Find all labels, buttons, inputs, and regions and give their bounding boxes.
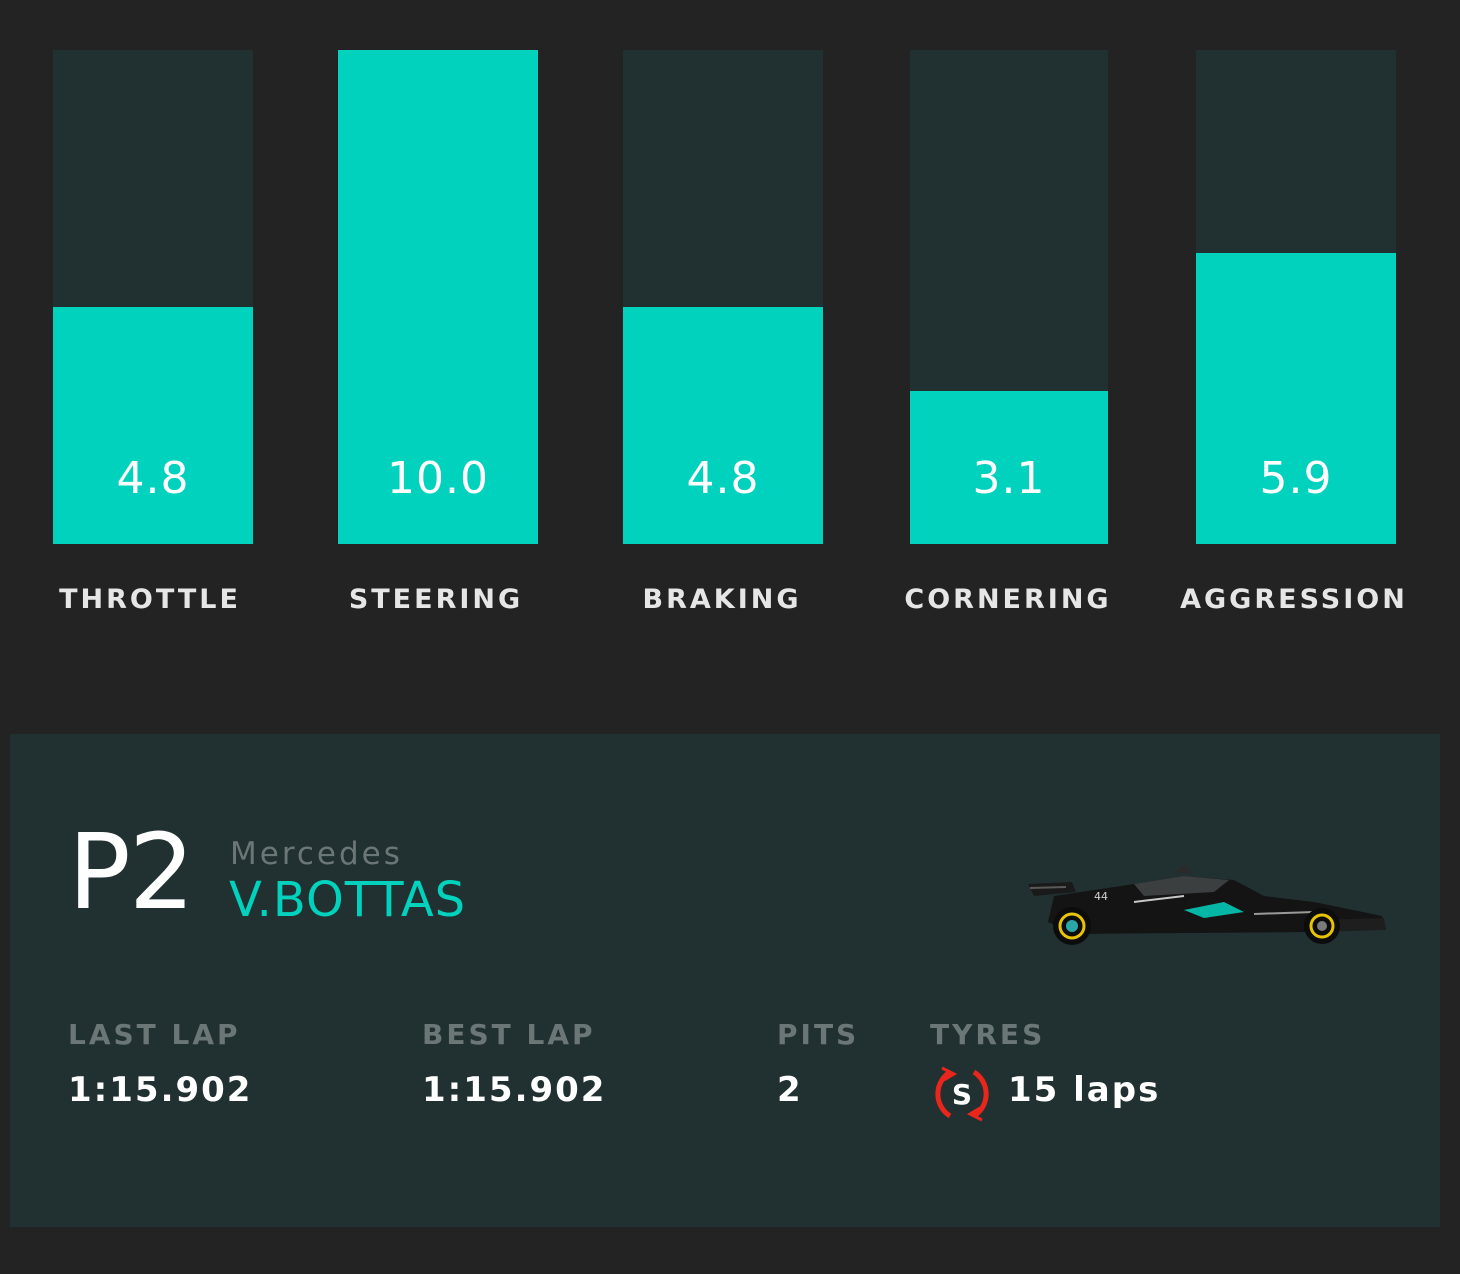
bar-cornering: 3.1 — [910, 50, 1108, 544]
bar-braking: 4.8 — [623, 50, 823, 544]
bar-fill-braking — [623, 307, 823, 544]
driver-style-bar-chart: 4.8 THROTTLE 10.0 STEERING 4.8 BRAKING 3.1 CORN… — [53, 50, 1408, 615]
bar-fill-throttle — [53, 307, 253, 544]
race-position: P2 — [68, 811, 195, 933]
best-lap-value: 1:15.902 — [422, 1070, 607, 1110]
f1-car-image: 44 — [1028, 864, 1386, 945]
soft-tyre-icon: S — [935, 1066, 989, 1122]
svg-text:44: 44 — [1094, 890, 1108, 903]
bar-throttle: 4.8 — [53, 50, 253, 544]
bar-aggression: 5.9 — [1196, 50, 1396, 544]
bar-label-aggression: AGGRESSION — [1180, 584, 1408, 615]
pits-label: PITS — [777, 1018, 860, 1051]
bar-fill-steering — [338, 50, 538, 544]
bar-value-cornering: 3.1 — [972, 453, 1046, 504]
driver-info-card[interactable]: P2 Mercedes V.BOTTAS 44 LAST L — [10, 734, 1440, 1227]
bar-steering: 10.0 — [338, 50, 538, 544]
best-lap-label: BEST LAP — [422, 1018, 596, 1051]
bar-value-steering: 10.0 — [387, 453, 489, 504]
bar-label-braking: BRAKING — [642, 584, 802, 615]
bar-label-throttle: THROTTLE — [59, 584, 241, 615]
driver-name: V.BOTTAS — [229, 872, 467, 928]
bar-fill-cornering — [910, 391, 1108, 544]
last-lap-value: 1:15.902 — [68, 1070, 253, 1110]
bar-label-cornering: CORNERING — [904, 584, 1112, 615]
tyre-compound-letter: S — [952, 1078, 972, 1111]
bar-value-aggression: 5.9 — [1259, 453, 1333, 504]
tyre-laps: 15 laps — [1008, 1070, 1161, 1110]
bar-value-throttle: 4.8 — [116, 453, 190, 504]
bar-label-steering: STEERING — [348, 584, 524, 615]
tyres-label: TYRES — [930, 1018, 1046, 1051]
bar-value-braking: 4.8 — [686, 453, 760, 504]
last-lap-label: LAST LAP — [68, 1018, 241, 1051]
bar-fill-aggression — [1196, 253, 1396, 544]
team-name: Mercedes — [230, 836, 403, 872]
pits-value: 2 — [777, 1070, 803, 1110]
